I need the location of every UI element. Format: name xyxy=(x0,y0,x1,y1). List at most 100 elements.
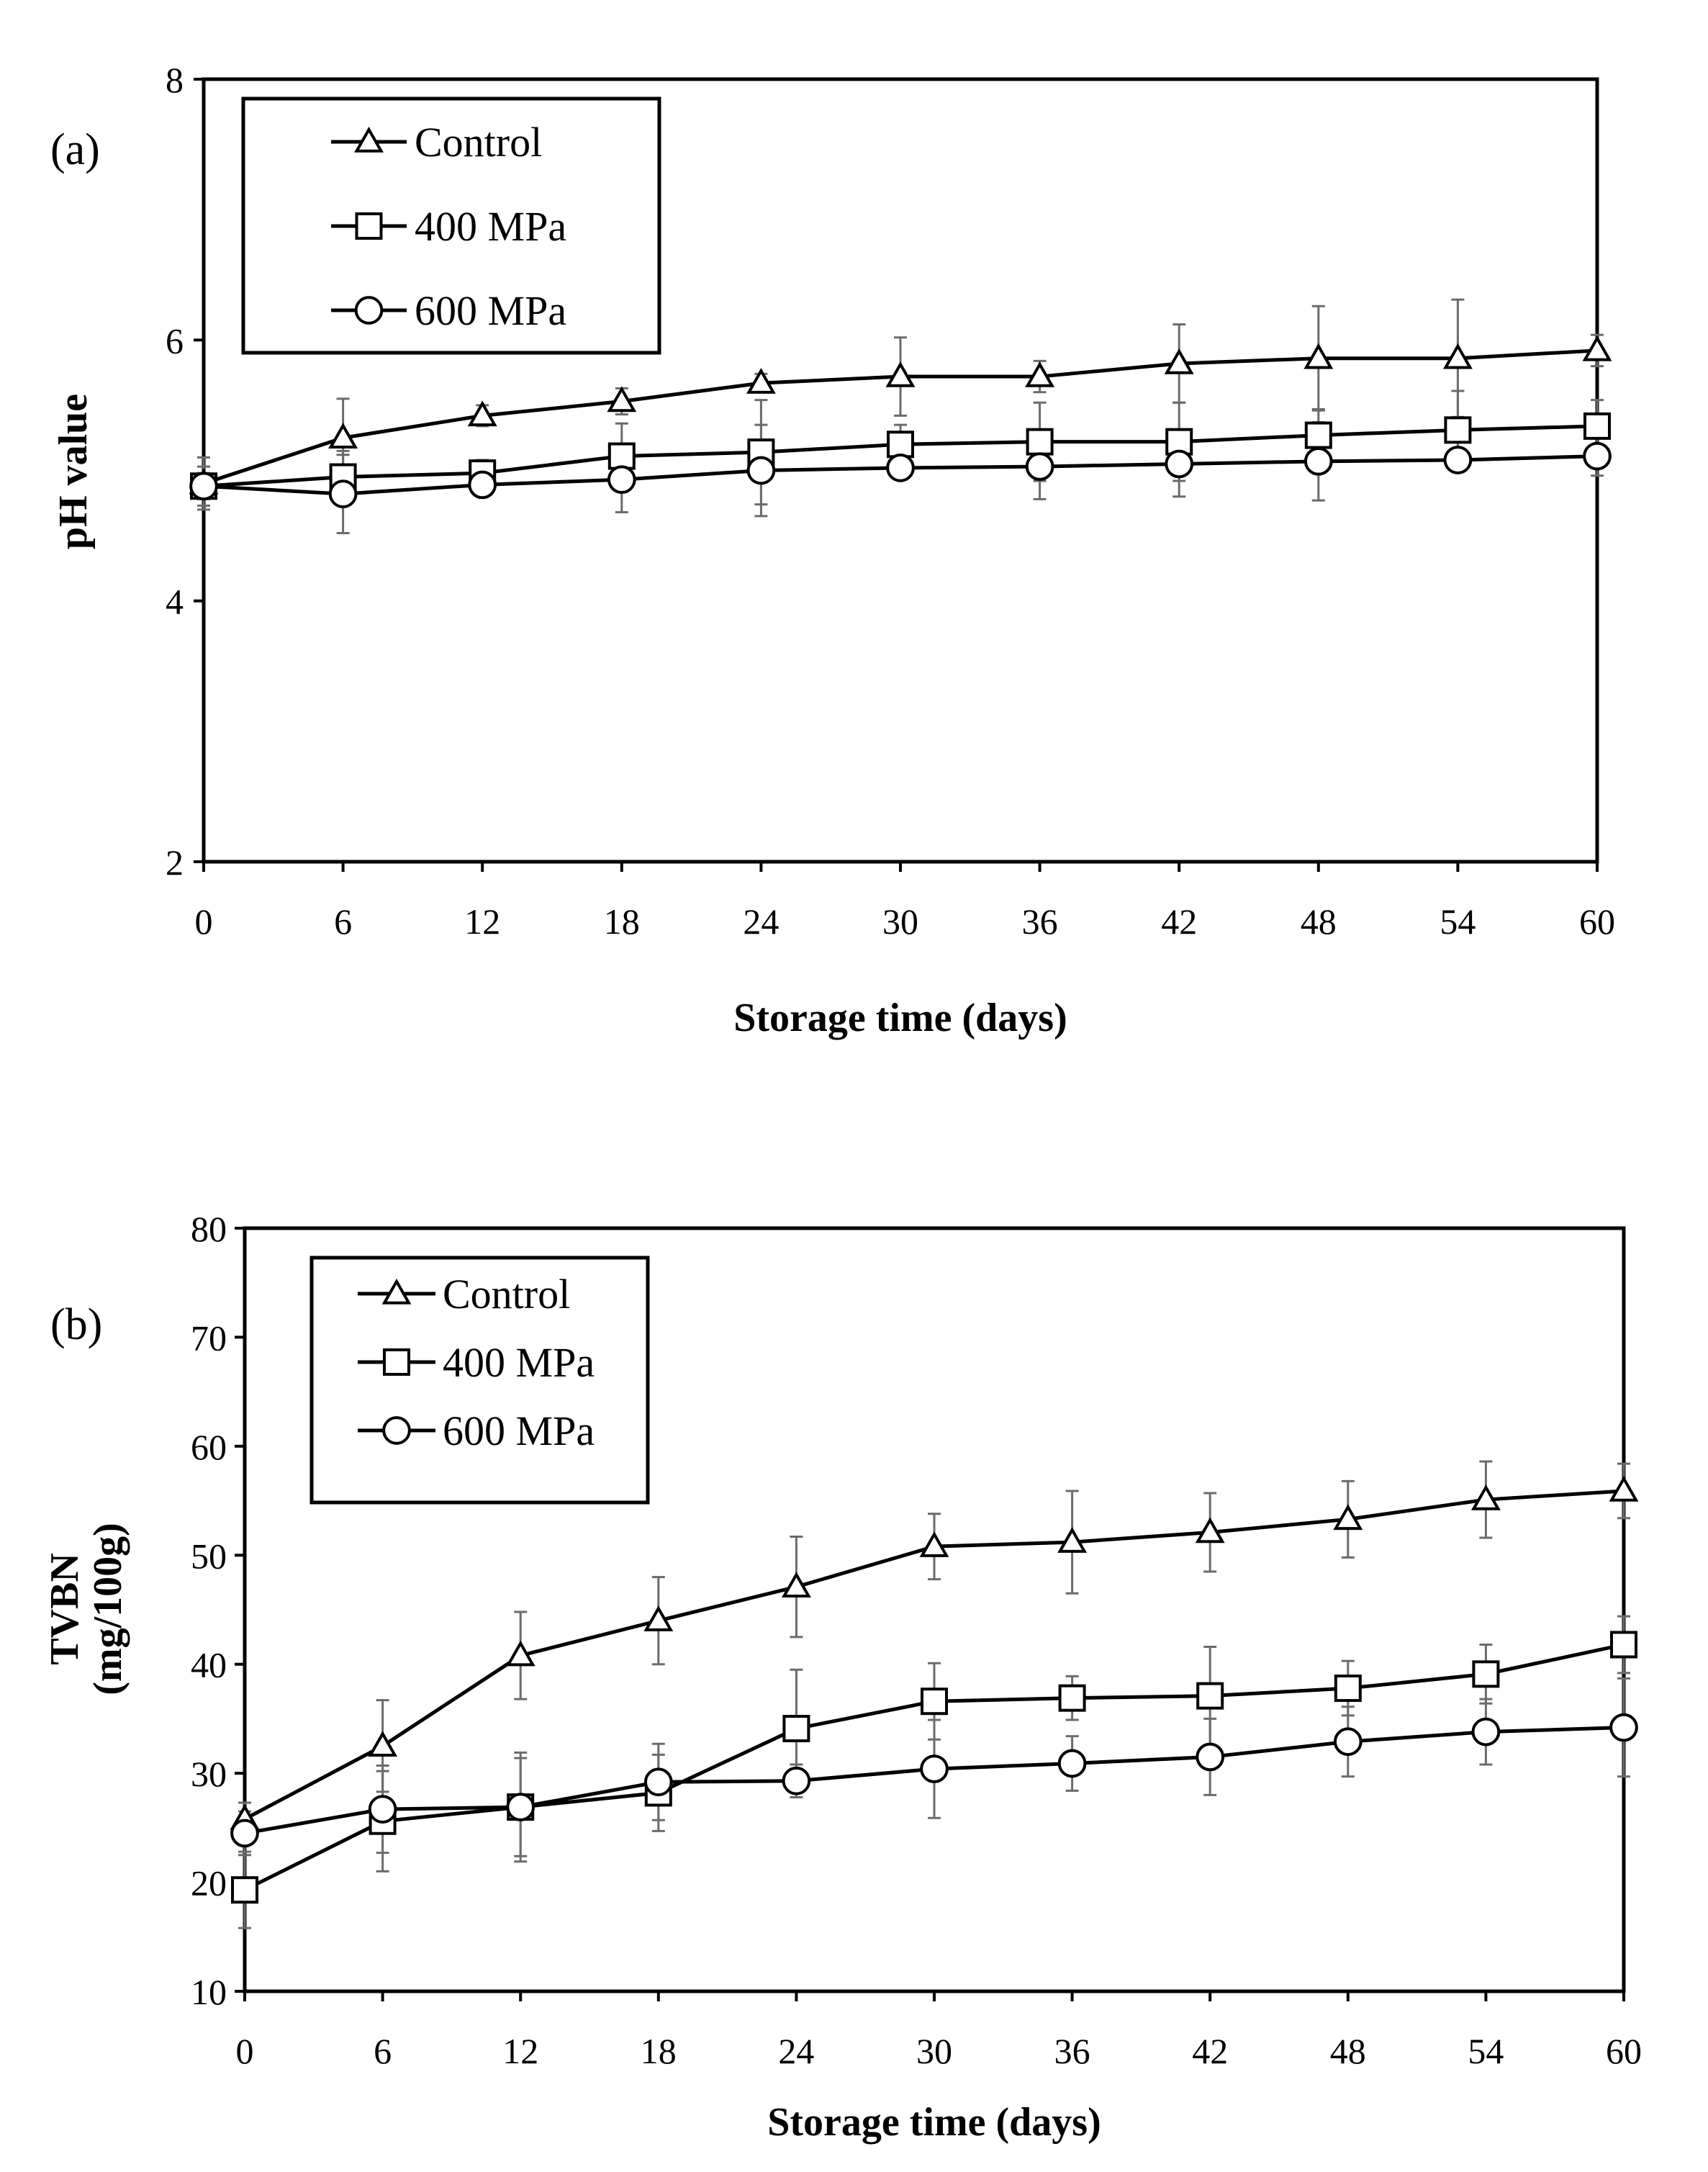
x-tick-label: 24 xyxy=(743,901,779,942)
y-tick-label: 30 xyxy=(191,1754,227,1794)
series-markers xyxy=(230,1713,1638,1848)
x-tick-label: 42 xyxy=(1192,2031,1228,2071)
data-point xyxy=(1583,412,1611,440)
y-axis-title: pH value xyxy=(51,394,96,549)
x-tick-label: 18 xyxy=(641,2031,677,2071)
data-point xyxy=(230,1819,259,1848)
legend: Control 400 MPa 600 MPa xyxy=(241,96,661,355)
x-tick-label: 36 xyxy=(1022,901,1058,942)
data-point xyxy=(782,1715,810,1743)
legend: Control 400 MPa 600 MPa xyxy=(309,1256,650,1505)
data-point xyxy=(1303,343,1334,369)
data-point xyxy=(746,456,776,485)
legend-marker xyxy=(354,126,384,153)
x-tick-label: 12 xyxy=(502,2031,538,2071)
x-tick-label: 48 xyxy=(1301,901,1337,942)
data-point xyxy=(1195,1517,1225,1544)
y-tick-label: 20 xyxy=(191,1863,227,1903)
data-point xyxy=(1057,1527,1088,1553)
legend-marker xyxy=(381,1278,412,1304)
legend-marker xyxy=(383,1348,410,1376)
data-point xyxy=(607,442,636,470)
data-point xyxy=(1471,1717,1501,1747)
data-point xyxy=(1165,449,1194,479)
data-point xyxy=(505,1640,536,1667)
data-point xyxy=(1025,452,1054,481)
y-tick-label: 8 xyxy=(166,60,184,100)
data-point xyxy=(1196,1742,1225,1772)
data-point xyxy=(1609,1713,1638,1742)
data-point xyxy=(468,470,497,500)
data-point xyxy=(1470,1484,1501,1510)
legend-box xyxy=(241,96,661,355)
y-tick-label: 70 xyxy=(191,1317,227,1358)
y-tick-label: 4 xyxy=(166,582,184,622)
data-point xyxy=(1304,421,1332,449)
x-tick-label: 42 xyxy=(1161,901,1197,942)
data-point xyxy=(607,465,636,495)
data-point xyxy=(1582,335,1612,361)
x-axis-title: Storage time (days) xyxy=(733,996,1067,1040)
x-tick-label: 12 xyxy=(464,901,500,942)
data-point xyxy=(1444,416,1472,444)
data-point xyxy=(1025,361,1055,387)
data-point xyxy=(328,479,358,508)
x-axis-title: Storage time (days) xyxy=(767,2100,1101,2145)
data-point xyxy=(368,1731,398,1757)
data-point xyxy=(1609,1475,1639,1502)
x-tick-label: 60 xyxy=(1606,2031,1642,2071)
x-tick-label: 54 xyxy=(1468,2031,1504,2071)
data-point xyxy=(746,368,776,394)
panel-label: (b) xyxy=(50,1300,102,1349)
y-axis-title-line: TVBN xyxy=(42,1553,87,1665)
data-point xyxy=(919,1531,949,1557)
data-point xyxy=(1583,441,1612,471)
y-axis-title-line: pH value xyxy=(51,394,96,549)
legend-label: Control xyxy=(415,119,542,166)
data-point xyxy=(782,1766,811,1795)
data-point xyxy=(1333,1727,1363,1757)
x-tick-label: 24 xyxy=(778,2031,814,2071)
data-point xyxy=(921,1687,948,1716)
x-tick-label: 48 xyxy=(1330,2031,1366,2071)
y-tick-label: 80 xyxy=(191,1209,227,1249)
data-point xyxy=(1610,1631,1637,1659)
data-point xyxy=(1026,428,1054,456)
legend-label: 400 MPa xyxy=(415,203,566,250)
data-point xyxy=(467,400,497,427)
panel-label: (a) xyxy=(50,125,100,174)
x-tick-label: 30 xyxy=(916,2031,952,2071)
data-point xyxy=(1057,1749,1087,1778)
legend-box xyxy=(309,1256,650,1505)
y-tick-label: 6 xyxy=(166,320,184,361)
x-tick-label: 54 xyxy=(1440,901,1476,942)
data-point xyxy=(368,1795,397,1824)
y-axis-title: TVBN(mg/100g) xyxy=(42,1523,130,1695)
data-point xyxy=(1333,1504,1363,1531)
x-tick-label: 36 xyxy=(1054,2031,1090,2071)
data-point xyxy=(506,1793,536,1821)
data-point xyxy=(643,1605,674,1631)
data-point xyxy=(328,423,358,449)
legend-label: 600 MPa xyxy=(443,1407,595,1454)
data-point xyxy=(781,1572,811,1598)
data-point xyxy=(1472,1660,1500,1688)
x-tick-label: 60 xyxy=(1579,901,1615,942)
data-point xyxy=(1334,1675,1362,1703)
chart-tvbn: 10 20 30 40 50 60 70 80 0 6 12 18 24 30 36 42 48 54 60 Stor… xyxy=(42,1209,1642,2145)
data-point xyxy=(1058,1684,1086,1712)
y-tick-label: 40 xyxy=(191,1645,227,1685)
data-point xyxy=(1443,446,1473,474)
data-point xyxy=(189,472,218,501)
x-tick-label: 18 xyxy=(604,901,640,942)
legend-label: 400 MPa xyxy=(443,1339,595,1386)
data-point xyxy=(920,1754,949,1783)
data-point xyxy=(887,431,914,459)
data-point xyxy=(1442,343,1473,369)
y-tick-label: 10 xyxy=(191,1972,227,2012)
legend-label: Control xyxy=(443,1271,570,1317)
x-tick-label: 0 xyxy=(195,901,213,942)
y-axis-title-line: (mg/100g) xyxy=(86,1523,130,1695)
